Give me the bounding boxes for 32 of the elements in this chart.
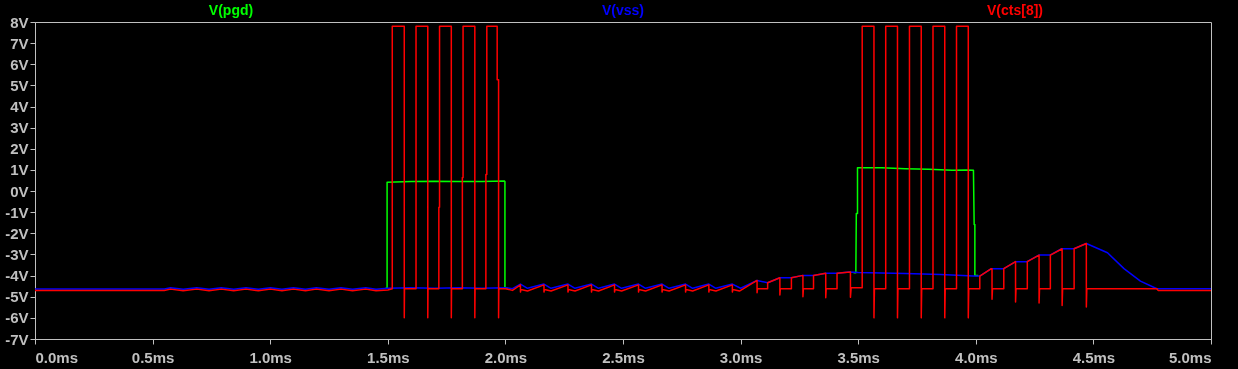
x-tick-label: 2.5ms xyxy=(602,348,645,366)
y-tick-label: -1V xyxy=(5,203,29,221)
text: V(vss) xyxy=(601,2,645,18)
x-tick-label: 3.0ms xyxy=(719,348,763,366)
x-tick-label: 0.0ms xyxy=(35,348,79,366)
y-tick-label: 4V xyxy=(10,98,29,116)
x-tick-label: 5.0ms xyxy=(1168,348,1212,366)
y-tick-label: 7V xyxy=(10,34,29,52)
y-tick-label: -4V xyxy=(5,267,29,285)
x-tick-label: 1.0ms xyxy=(249,348,292,366)
y-tick-label: -5V xyxy=(5,288,29,306)
x-tick-label: 0.5ms xyxy=(131,348,175,366)
y-tick-label: -2V xyxy=(5,224,29,242)
x-tick-label: 4.5ms xyxy=(1072,348,1116,366)
y-tick-label: 3V xyxy=(10,119,29,137)
y-tick-label: -6V xyxy=(5,309,29,327)
y-tick-label: 0V xyxy=(10,182,29,200)
y-tick-label: -3V xyxy=(5,245,29,263)
y-tick-label: 6V xyxy=(10,55,29,73)
x-tick-label: 2.0ms xyxy=(484,348,528,366)
x-tick-label: 4.0ms xyxy=(955,348,998,366)
x-tick-label: 1.5ms xyxy=(367,348,410,366)
text: V(pgd) xyxy=(208,2,254,18)
line-series xyxy=(35,242,1211,291)
y-tick-label: 5V xyxy=(10,76,29,94)
series-label: V(cts[8]) xyxy=(986,2,1044,18)
y-tick-label: 2V xyxy=(10,140,29,158)
y-tick-label: 1V xyxy=(10,161,29,179)
y-tick-label: -7V xyxy=(5,330,29,348)
x-tick-label: 3.5ms xyxy=(837,348,880,366)
y-tick-label: 8V xyxy=(10,13,29,31)
line-series xyxy=(35,25,1211,319)
